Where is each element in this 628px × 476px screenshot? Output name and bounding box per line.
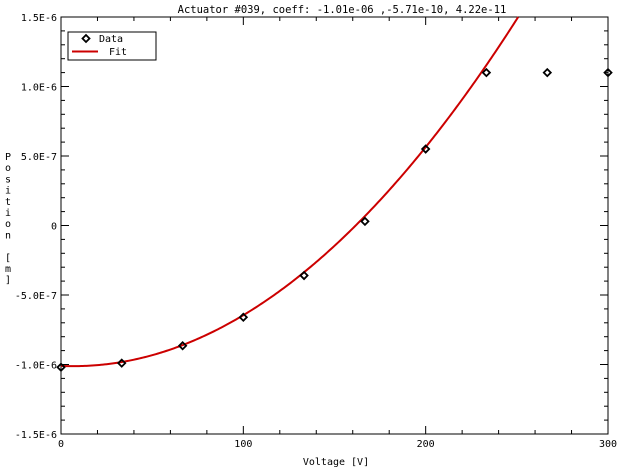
y-axis-label-char: ]: [5, 275, 11, 286]
y-tick-label: 1.5E-6: [21, 13, 57, 24]
data-point: [238, 312, 249, 323]
y-axis-label-char: i: [5, 208, 11, 219]
y-tick-label: -5.0E-7: [15, 291, 57, 302]
axes: 0 100 200 300 -1.5E-6 -1.0E-6 -5.0E-7 0 5.0E-7 1.…: [15, 13, 617, 450]
x-tick-label: 200: [417, 439, 435, 450]
data-point: [56, 362, 66, 373]
data-point: [603, 67, 613, 78]
data-point: [481, 67, 492, 78]
x-tick-label: 0: [58, 439, 64, 450]
data-point: [360, 216, 370, 227]
fit-curve: [60, 16, 520, 368]
y-tick-label: -1.0E-6: [15, 361, 57, 372]
chart-title: Actuator #039, coeff: -1.01e-06 ,-5.71e-…: [178, 4, 507, 16]
x-axis-label: Voltage [V]: [303, 457, 369, 468]
data-point: [542, 67, 553, 78]
y-axis-label-char: m: [5, 264, 11, 275]
y-axis-label-char: i: [5, 186, 11, 197]
fit-line: [60, 16, 520, 368]
data-points: [56, 67, 613, 373]
y-axis-label-char: o: [5, 219, 11, 230]
y-tick-label: 1.0E-6: [21, 83, 57, 94]
legend-data-label: Data: [99, 34, 123, 45]
legend-data-marker: [81, 33, 91, 44]
y-axis-label-char: [: [5, 253, 11, 264]
y-axis-label-char: s: [5, 174, 11, 185]
y-axis-label-char: n: [5, 230, 11, 241]
x-tick-label: 100: [234, 439, 252, 450]
data-point: [299, 270, 309, 281]
y-axis-label-char: t: [5, 197, 11, 208]
data-point: [420, 144, 431, 154]
legend-fit-label: Fit: [109, 47, 127, 58]
data-point: [177, 340, 188, 351]
y-tick-label: 0: [51, 222, 57, 233]
y-tick-label: 5.0E-7: [21, 152, 57, 163]
legend-box: [67, 31, 157, 61]
plot-frame: [60, 16, 609, 435]
legend: Data Fit: [67, 31, 157, 61]
y-axis-label-char: P: [5, 152, 11, 163]
y-tick-label: -1.5E-6: [15, 430, 57, 441]
x-tick-label: 300: [599, 439, 617, 450]
y-axis-label-char: o: [5, 163, 11, 174]
data-point: [116, 358, 127, 368]
